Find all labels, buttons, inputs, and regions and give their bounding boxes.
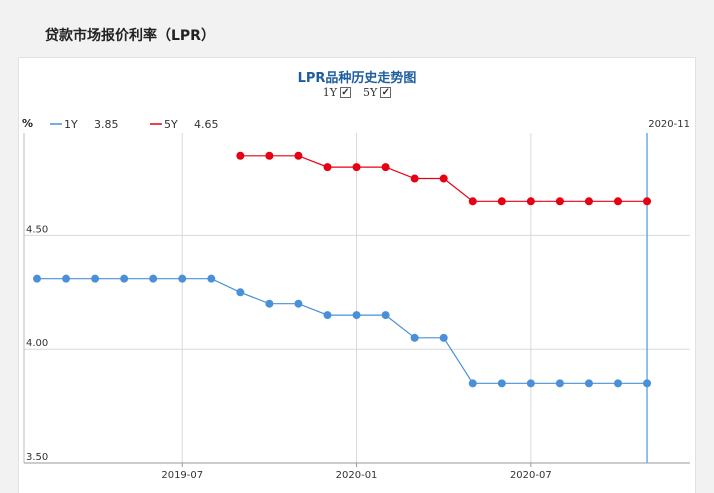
cursor-date-label: 2020-11 bbox=[648, 119, 690, 130]
data-point[interactable] bbox=[584, 197, 593, 206]
legend-current-value: 3.85 bbox=[94, 118, 119, 131]
chart-title: LPR品种历史走势图 bbox=[297, 71, 417, 86]
series-1y bbox=[33, 274, 652, 388]
axes: 3.50 4.00 4.50 2019-07 2020-01 2020-07% 2020-1… bbox=[22, 117, 690, 481]
y-tick-label: 3.50 bbox=[26, 452, 48, 463]
data-point[interactable] bbox=[643, 197, 652, 206]
page-title: 贷款市场报价利率（LPR） bbox=[45, 28, 215, 44]
data-point[interactable] bbox=[236, 151, 245, 160]
data-point[interactable] bbox=[265, 299, 274, 308]
data-point[interactable] bbox=[323, 163, 332, 172]
data-point[interactable] bbox=[149, 274, 158, 283]
data-point[interactable] bbox=[323, 311, 332, 320]
data-point[interactable] bbox=[410, 333, 419, 342]
toggle-5y-label: 5Y bbox=[363, 86, 378, 99]
x-tick-label: 2019-07 bbox=[161, 470, 203, 481]
data-point[interactable] bbox=[526, 197, 535, 206]
data-point[interactable] bbox=[410, 174, 419, 183]
data-point[interactable] bbox=[352, 311, 361, 320]
data-point[interactable] bbox=[381, 163, 390, 172]
y-tick-label: 4.50 bbox=[26, 224, 48, 235]
data-point[interactable] bbox=[497, 379, 506, 388]
toggle-5y[interactable]: 5Y bbox=[363, 86, 392, 99]
legend: 1Y 3.85 5Y 4.65 bbox=[50, 118, 219, 131]
data-point[interactable] bbox=[91, 274, 100, 283]
data-point[interactable] bbox=[468, 197, 477, 206]
x-tick-label: 2020-07 bbox=[510, 470, 552, 481]
toggle-1y-label: 1Y bbox=[322, 86, 337, 99]
data-point[interactable] bbox=[439, 333, 448, 342]
data-point[interactable] bbox=[614, 197, 622, 206]
series-lines bbox=[33, 151, 652, 388]
data-point[interactable] bbox=[555, 197, 564, 206]
data-point[interactable] bbox=[294, 151, 303, 160]
data-point[interactable] bbox=[555, 379, 564, 388]
series-toggles: 1Y 5Y bbox=[0, 86, 714, 99]
data-point[interactable] bbox=[265, 151, 274, 160]
grid-lines bbox=[24, 133, 690, 464]
series-5y bbox=[236, 151, 652, 206]
toggle-1y-checkbox[interactable] bbox=[340, 87, 351, 98]
y-axis-unit: % bbox=[22, 117, 33, 130]
data-point[interactable] bbox=[178, 274, 187, 283]
data-point[interactable] bbox=[643, 379, 652, 388]
toggle-1y[interactable]: 1Y bbox=[323, 86, 351, 99]
data-point[interactable] bbox=[207, 274, 216, 283]
data-point[interactable] bbox=[352, 163, 361, 172]
data-point[interactable] bbox=[33, 274, 41, 283]
legend-current-value: 4.65 bbox=[194, 118, 219, 131]
data-point[interactable] bbox=[526, 379, 535, 388]
data-point[interactable] bbox=[381, 311, 390, 320]
data-point[interactable] bbox=[614, 379, 622, 388]
toggle-5y-checkbox[interactable] bbox=[380, 87, 392, 98]
data-point[interactable] bbox=[236, 288, 245, 297]
y-tick-label: 4.00 bbox=[26, 338, 48, 349]
legend-item-5y: 5Y 4.65 bbox=[150, 118, 219, 131]
data-point[interactable] bbox=[497, 197, 506, 206]
series-line-1y bbox=[37, 278, 648, 384]
legend-series-name: 1Y bbox=[64, 118, 78, 131]
legend-item-1y: 1Y 3.85 bbox=[50, 118, 119, 131]
data-point[interactable] bbox=[294, 299, 303, 308]
data-point[interactable] bbox=[62, 274, 71, 283]
data-point[interactable] bbox=[439, 174, 448, 183]
data-point[interactable] bbox=[120, 274, 129, 283]
data-point[interactable] bbox=[584, 379, 593, 388]
legend-series-name: 5Y bbox=[164, 118, 178, 131]
x-tick-label: 2020-01 bbox=[336, 470, 378, 481]
data-point[interactable] bbox=[468, 379, 477, 388]
